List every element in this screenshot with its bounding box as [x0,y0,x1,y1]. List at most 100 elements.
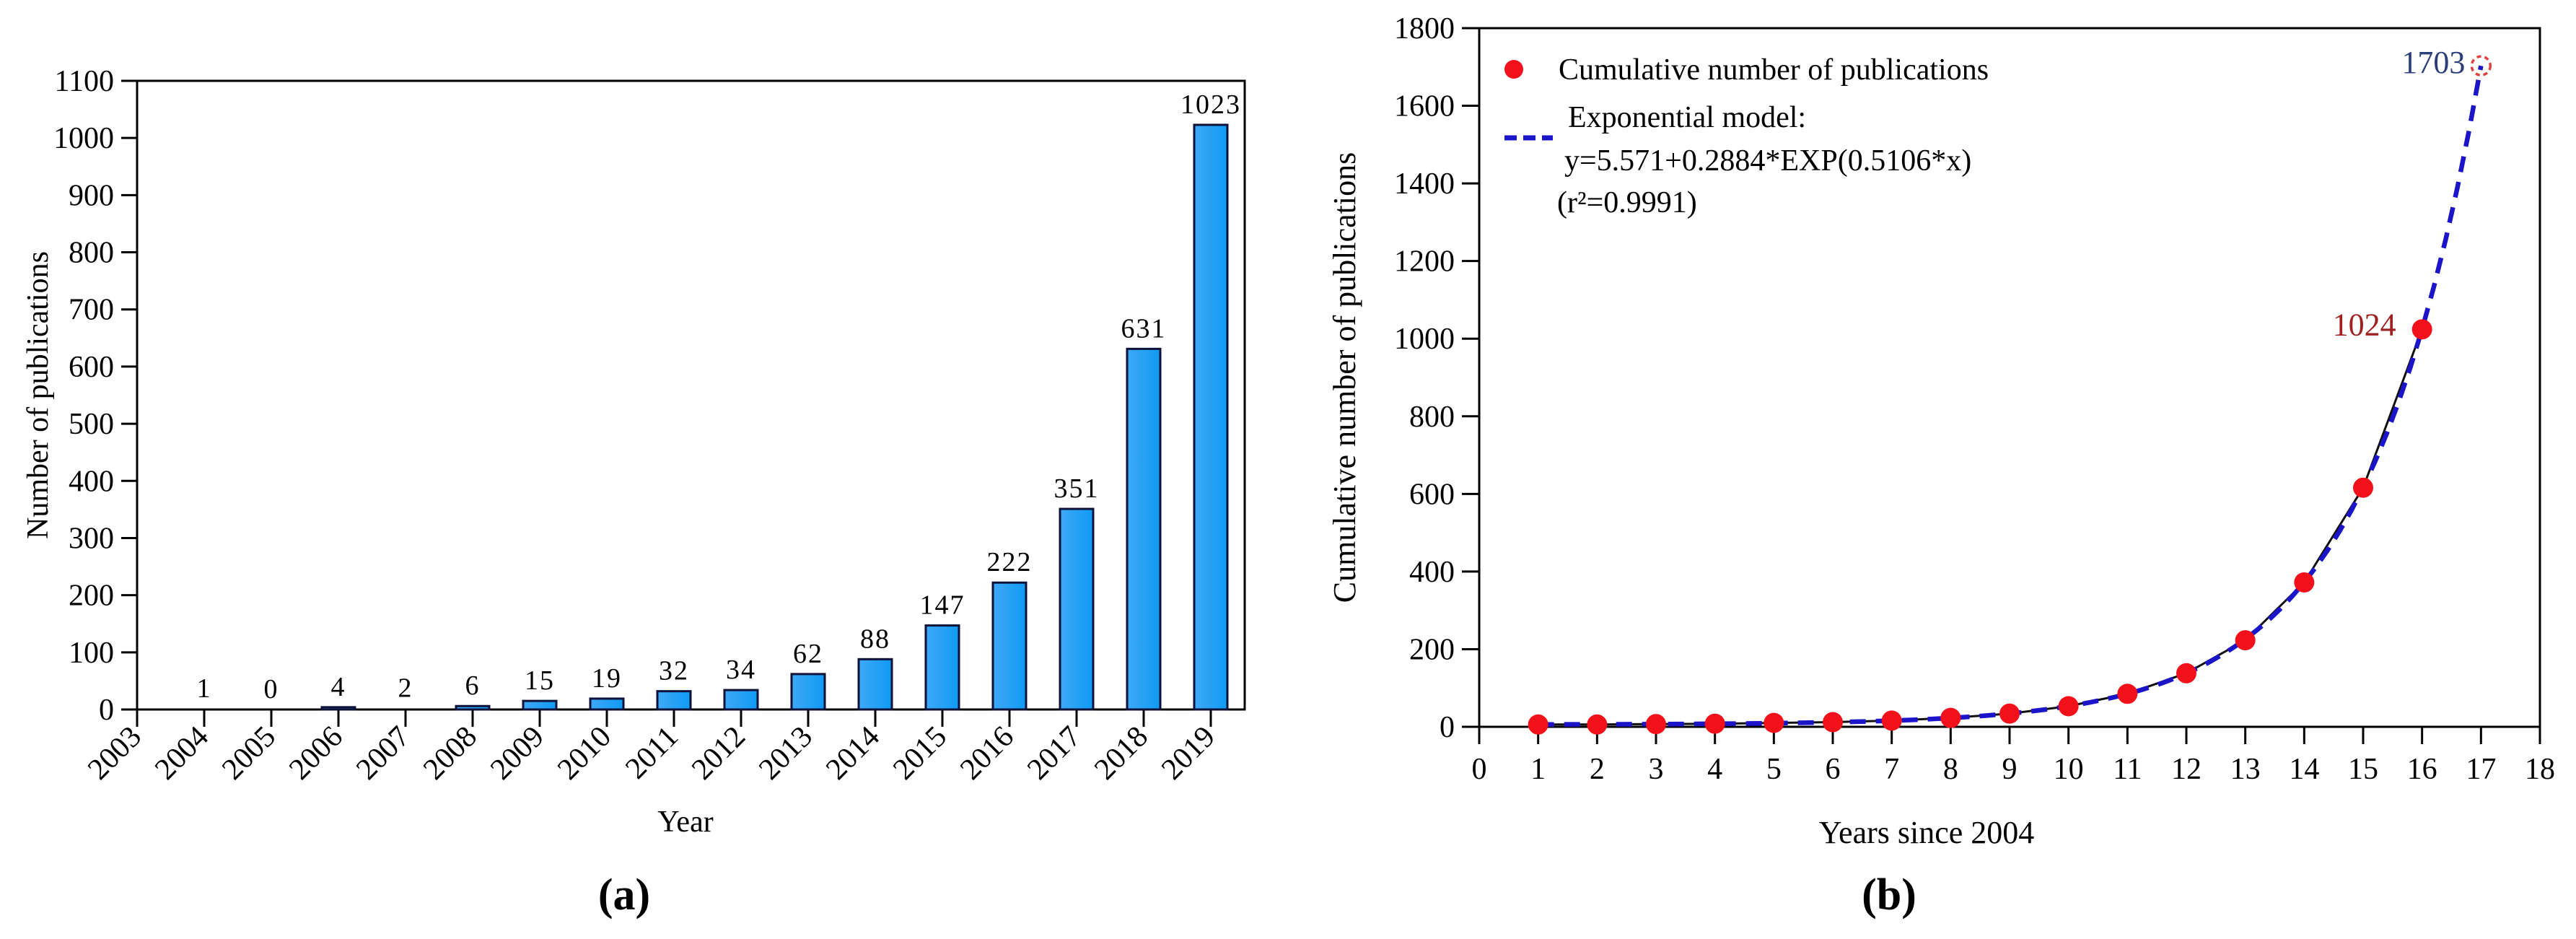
legend-item-model-equation: y=5.571+0.2884*EXP(0.5106*x) [1564,144,1971,178]
bar-value-label-2019: 1023 [1180,89,1241,120]
bar-2011 [656,690,692,711]
x-tick-label-b-2: 2 [1590,753,1605,786]
annotation-1024: 1024 [2333,307,2396,342]
annotation-1703: 1703 [2401,45,2465,80]
x-tick-label-b-5: 5 [1766,753,1782,786]
x-tick-label-b-10: 10 [2054,753,2084,786]
bar-value-label-2009: 15 [525,665,555,696]
panel-a-label: (a) [597,870,651,920]
data-point-x13 [2235,630,2256,651]
x-tick-label-b-1: 1 [1530,753,1546,786]
y-tick-label-b-1600: 1600 [1394,90,1455,123]
legend-item-model-r-squared: (r²=0.9991) [1557,186,1697,219]
data-point-x11 [2117,683,2138,704]
bar-value-label-2014: 88 [860,624,890,654]
data-point-x16 [2411,319,2432,340]
bar-2016 [991,581,1028,711]
y-tick-label-b-600: 600 [1409,478,1455,511]
x-axis-title-b: Years since 2004 [1819,815,2035,850]
bar-value-label-2015: 147 [920,590,965,621]
y-tick-label-b-200: 200 [1409,633,1455,666]
x-tick-label-b-15: 15 [2348,753,2378,786]
data-point-x2 [1587,714,1608,735]
data-point-x3 [1646,714,1666,735]
bar-value-label-2018: 631 [1121,313,1167,344]
y-tick-label-b-1400: 1400 [1394,167,1455,201]
bar-2014 [857,658,893,711]
bar-2006 [320,706,356,711]
y-tick-label-a-0: 0 [99,694,114,727]
x-tick-label-b-17: 17 [2466,753,2496,786]
y-axis-title-a: Number of publications [22,251,55,539]
legend-red-dot-marker [1504,60,1523,79]
x-axis-title-a: Year [657,805,713,839]
y-tick-label-b-1000: 1000 [1394,323,1455,356]
data-point-x6 [1823,712,1843,733]
bar-2019 [1193,123,1229,711]
data-point-x5 [1764,712,1784,733]
x-tick-label-b-12: 12 [2171,753,2202,786]
bar-2008 [455,704,491,711]
y-tick-label-a-1000: 1000 [53,122,114,155]
bar-2013 [790,673,826,711]
y-tick-label-b-1200: 1200 [1394,245,1455,279]
x-tick-label-b-4: 4 [1707,753,1722,786]
data-point-x8 [1940,707,1961,728]
bar-value-label-2011: 32 [659,656,689,686]
x-tick-label-b-6: 6 [1826,753,1841,786]
x-tick-label-b-16: 16 [2407,753,2437,786]
x-tick-label-b-13: 13 [2230,753,2261,786]
x-tick-label-b-18: 18 [2525,753,2555,786]
bar-value-label-2008: 6 [465,671,481,701]
legend-item-cumulative: Cumulative number of publications [1559,53,1989,87]
y-tick-label-b-1800: 1800 [1394,12,1455,45]
bar-value-label-2010: 19 [592,663,622,694]
bar-2012 [723,689,759,711]
data-point-x14 [2294,572,2315,593]
data-point-x15 [2353,477,2373,498]
bar-2010 [589,697,625,711]
y-tick-label-a-500: 500 [69,408,114,441]
data-connecting-line [1538,328,2424,726]
y-tick-label-a-100: 100 [69,637,114,670]
y-axis-title-b: Cumulative number of publications [1327,152,1362,603]
y-tick-label-a-900: 900 [69,179,114,212]
bar-value-label-2016: 222 [987,547,1033,577]
legend-item-model-title: Exponential model: [1568,101,1806,134]
x-tick-label-b-8: 8 [1943,753,1958,786]
data-point-x10 [2058,696,2079,717]
x-tick-label-b-14: 14 [2289,753,2319,786]
bar-value-label-2007: 2 [398,673,413,703]
bar-2017 [1059,507,1095,711]
data-point-x4 [1704,713,1725,734]
bar-value-label-2004: 1 [197,673,212,704]
y-tick-label-a-700: 700 [69,294,114,327]
bar-value-label-2012: 34 [726,655,756,685]
y-tick-label-a-200: 200 [69,580,114,613]
y-tick-label-a-300: 300 [69,522,114,555]
bar-value-label-2017: 351 [1054,473,1100,504]
panel-b-label: (b) [1862,870,1916,920]
bar-2009 [522,699,558,711]
y-tick-label-a-600: 600 [69,351,114,384]
data-point-x1 [1528,714,1548,735]
bar-2015 [924,624,960,711]
bar-value-label-2006: 4 [331,672,346,702]
y-tick-label-a-400: 400 [69,465,114,498]
x-tick-label-b-3: 3 [1649,753,1664,786]
bar-value-label-2013: 62 [793,639,823,669]
x-tick-label-b-0: 0 [1472,753,1487,786]
y-tick-label-a-1100: 1100 [55,65,114,98]
y-tick-label-b-800: 800 [1409,401,1455,434]
x-tick-label-b-9: 9 [2002,753,2018,786]
data-point-x12 [2176,663,2196,683]
extrapolated-open-circle [2470,55,2492,77]
y-tick-label-a-800: 800 [69,237,114,270]
bar-value-label-2005: 0 [264,674,279,704]
y-tick-label-b-400: 400 [1409,556,1455,589]
data-point-x9 [1999,703,2020,724]
x-tick-label-b-11: 11 [2113,753,2142,786]
